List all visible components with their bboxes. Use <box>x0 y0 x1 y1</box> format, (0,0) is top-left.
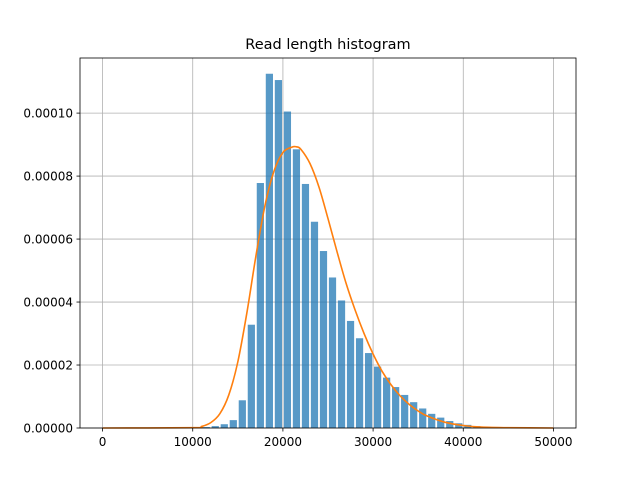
fit-curve-line <box>102 145 554 429</box>
plot-area-background <box>80 58 576 428</box>
histogram-bar <box>446 421 454 428</box>
histogram-bar <box>419 408 427 428</box>
histogram-bar <box>229 420 237 428</box>
y-tick-label: 0.00002 <box>23 358 73 372</box>
histogram-bar <box>437 417 445 428</box>
y-tick-label: 0.00010 <box>23 106 73 120</box>
histogram-bar <box>364 353 373 428</box>
x-tick-label: 30000 <box>354 435 392 449</box>
histogram-bar <box>283 111 292 428</box>
histogram-bar <box>328 277 337 428</box>
x-tick-label: 50000 <box>534 435 572 449</box>
histogram-bar <box>256 183 264 428</box>
histogram-bar <box>265 73 273 428</box>
histogram-bar <box>428 413 436 428</box>
histogram-bar <box>392 387 400 428</box>
histogram-bar <box>410 402 418 428</box>
histogram-bar <box>247 324 255 428</box>
x-tick-label: 40000 <box>444 435 482 449</box>
x-axis: 0 10000 20000 30000 40000 50000 <box>99 428 573 449</box>
x-tick-label: 0 <box>99 435 107 449</box>
y-axis: 0.00000 0.00002 0.00004 0.00006 0.00008 0.000… <box>23 106 80 435</box>
histogram-bar <box>301 183 310 428</box>
x-tick-label: 10000 <box>174 435 212 449</box>
histogram-bar <box>346 320 355 428</box>
histogram-bar <box>211 426 219 428</box>
histogram-bar <box>310 221 319 428</box>
histogram-bar <box>401 394 409 428</box>
chart-title: Read length histogram <box>245 37 410 53</box>
histogram-bar <box>319 251 328 428</box>
histogram-bar <box>373 366 382 428</box>
histogram-bar <box>292 149 301 428</box>
y-tick-label: 0.00006 <box>23 232 73 246</box>
histogram-bar <box>238 400 246 428</box>
plot-area-frame <box>79 57 577 429</box>
histogram-bar <box>337 300 346 428</box>
histogram-bar <box>202 427 210 428</box>
histogram-bar <box>383 377 391 428</box>
y-tick-label: 0.00008 <box>23 169 73 183</box>
y-tick-label: 0.00000 <box>23 421 73 435</box>
x-tick-label: 20000 <box>264 435 302 449</box>
histogram-bars <box>202 73 490 429</box>
histogram-bar <box>355 338 364 428</box>
histogram-bar <box>220 424 228 428</box>
fit-curve-layer <box>102 145 554 429</box>
histogram-bar <box>274 80 283 429</box>
y-tick-label: 0.00004 <box>23 295 73 309</box>
